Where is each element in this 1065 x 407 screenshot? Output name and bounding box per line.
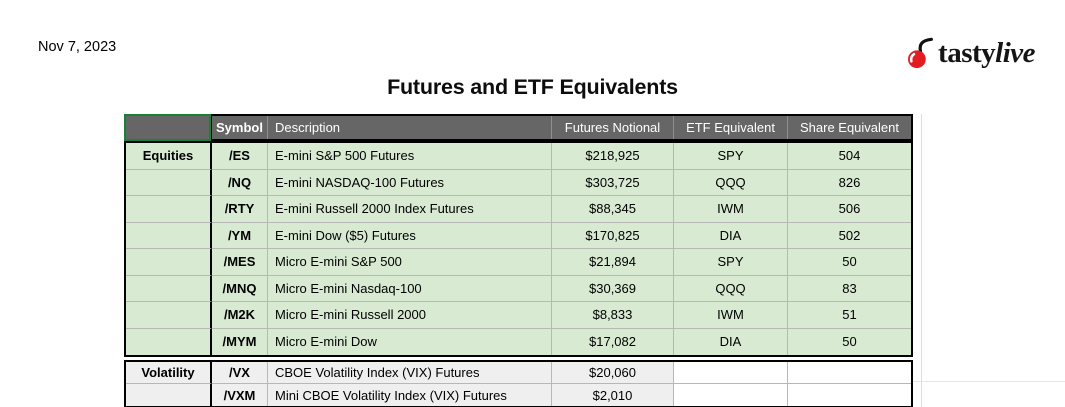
symbol-cell[interactable]: /M2K [212,302,268,329]
category-cell[interactable]: Equities [126,143,212,170]
shares-cell[interactable]: 51 [788,302,911,329]
shares-cell[interactable] [788,362,911,384]
shares-cell[interactable]: 83 [788,276,911,302]
volatility-block: Volatility /VX CBOE Volatility Index (VI… [124,360,913,407]
description-cell[interactable]: Micro E-mini S&P 500 [268,249,552,276]
shares-cell[interactable]: 50 [788,249,911,276]
shares-cell[interactable]: 826 [788,170,911,196]
category-cell[interactable] [126,384,212,406]
etf-cell[interactable]: DIA [674,328,788,355]
cell-selection-outline [124,114,211,141]
description-cell[interactable]: Micro E-mini Dow [268,328,552,355]
category-cell[interactable] [126,169,212,196]
table-row-ym: /YM E-mini Dow ($5) Futures $170,825 DIA… [126,222,911,249]
symbol-cell[interactable]: /NQ [212,169,268,196]
cherry-icon [908,37,933,69]
table-row-mes: /MES Micro E-mini S&P 500 $21,894 SPY 50 [126,249,911,276]
symbol-cell[interactable]: /VX [212,362,268,384]
notional-cell[interactable]: $2,010 [552,384,674,406]
etf-cell[interactable]: IWM [674,302,788,329]
header-cell-description[interactable]: Description [268,116,552,139]
shares-cell[interactable]: 50 [842,334,857,350]
table-row-mym: /MYM Micro E-mini Dow $17,082 DIA 50 [126,328,911,355]
notional-cell[interactable]: $303,725 [552,169,674,196]
shares-cell[interactable]: 502 [788,223,911,249]
category-cell[interactable] [126,328,212,355]
symbol-cell[interactable]: /MYM [212,328,268,355]
etf-cell[interactable]: IWM [674,196,788,223]
logo-text: tastylive [938,39,1035,68]
table-row-m2k: /M2K Micro E-mini Russell 2000 $8,833 IW… [126,302,911,329]
description-cell[interactable]: Micro E-mini Nasdaq-100 [268,275,552,302]
notional-cell[interactable]: $20,060 [552,362,674,384]
category-cell[interactable] [126,275,212,302]
table-row-vx: Volatility /VX CBOE Volatility Index (VI… [126,362,911,384]
notional-cell[interactable]: $218,925 [552,143,674,170]
symbol-cell[interactable]: /MES [212,249,268,276]
symbol-cell[interactable]: /MNQ [212,275,268,302]
table-row-mnq: /MNQ Micro E-mini Nasdaq-100 $30,369 QQQ… [126,275,911,302]
description-cell[interactable]: Micro E-mini Russell 2000 [268,302,552,329]
description-cell[interactable]: E-mini Dow ($5) Futures [268,222,552,249]
etf-cell[interactable]: QQQ [674,275,788,302]
table-row-vxm: /VXM Mini CBOE Volatility Index (VIX) Fu… [126,384,911,406]
notional-cell[interactable]: $88,345 [552,196,674,223]
logo-text-tasty: tasty [938,37,996,69]
etf-cell[interactable] [674,384,788,406]
futures-etf-table: Symbol Description Futures Notional ETF … [124,114,1065,407]
table-header-row: Symbol Description Futures Notional ETF … [124,114,913,141]
category-cell[interactable] [126,196,212,223]
category-cell[interactable] [126,302,212,329]
notional-cell[interactable]: $17,082 [552,328,674,355]
shares-cell[interactable]: 506 [788,196,911,223]
category-cell[interactable] [126,222,212,249]
symbol-cell[interactable]: /YM [212,222,268,249]
description-cell[interactable]: E-mini NASDAQ-100 Futures [268,169,552,196]
notional-cell[interactable]: $30,369 [552,275,674,302]
table-row-rty: /RTY E-mini Russell 2000 Index Futures $… [126,196,911,223]
notional-cell[interactable]: $8,833 [552,302,674,329]
notional-cell[interactable]: $21,894 [552,249,674,276]
symbol-cell[interactable]: /VXM [212,384,268,406]
category-cell[interactable]: Volatility [126,362,212,384]
symbol-cell[interactable]: /ES [212,143,268,170]
description-cell[interactable]: CBOE Volatility Index (VIX) Futures [268,362,552,384]
header-cell-share-equivalent[interactable]: Share Equivalent [799,120,899,135]
notional-cell[interactable]: $170,825 [552,222,674,249]
logo-text-live: live [995,37,1035,69]
description-cell[interactable]: E-mini Russell 2000 Index Futures [268,196,552,223]
sheet-gridline-vertical [921,114,922,407]
tastylive-logo: tastylive [905,37,1035,69]
sheet-gridline-horizontal [913,381,1065,382]
description-cell[interactable]: Mini CBOE Volatility Index (VIX) Futures [268,384,552,406]
etf-cell[interactable]: QQQ [674,169,788,196]
symbol-cell[interactable]: /RTY [212,196,268,223]
header-cell-symbol[interactable]: Symbol [212,116,268,139]
etf-cell[interactable]: DIA [674,222,788,249]
table-row-nq: /NQ E-mini NASDAQ-100 Futures $303,725 Q… [126,169,911,196]
shares-cell[interactable]: 504 [788,143,911,170]
etf-cell[interactable]: SPY [674,249,788,276]
header-cell-blank-selected[interactable] [124,114,212,141]
header-cell-futures-notional[interactable]: Futures Notional [552,116,674,139]
description-cell[interactable]: E-mini S&P 500 Futures [268,143,552,170]
shares-cell[interactable] [788,384,911,406]
page-title: Futures and ETF Equivalents [387,75,678,99]
header-cell-etf-equivalent[interactable]: ETF Equivalent [674,116,788,139]
equities-block: Equities /ES E-mini S&P 500 Futures $218… [124,141,913,357]
date-label: Nov 7, 2023 [38,39,117,55]
category-cell[interactable] [126,249,212,276]
table-row-es: Equities /ES E-mini S&P 500 Futures $218… [126,143,911,170]
etf-cell[interactable]: SPY [674,143,788,170]
etf-cell[interactable] [674,362,788,384]
